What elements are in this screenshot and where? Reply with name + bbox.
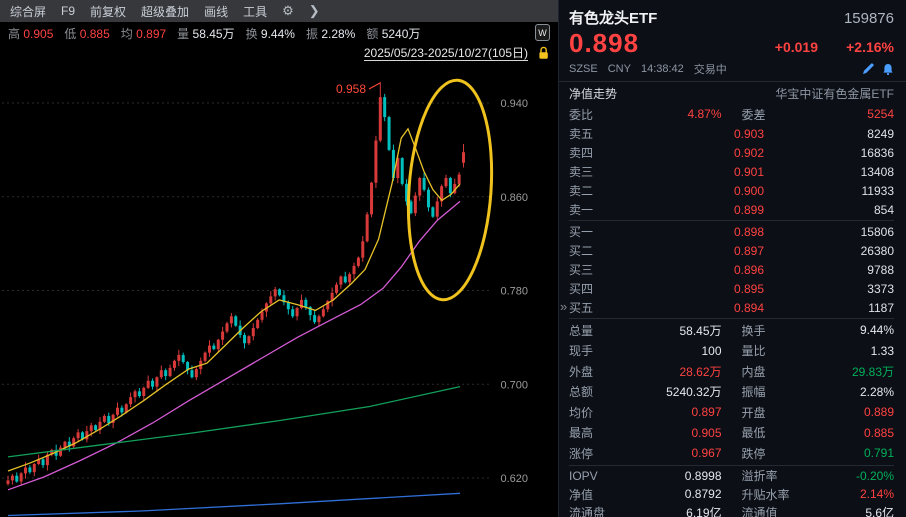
- quote-panel: » 有色龙头ETF 159876 0.898 +0.019 +2.16% SZS…: [558, 0, 906, 517]
- bid-row-4[interactable]: 买四 0.895 3373: [569, 281, 894, 297]
- stat-row-outer-inner: 外盘 28.62万 内盘 29.83万: [569, 364, 894, 379]
- orderbook-divider: [569, 220, 894, 221]
- fund-full-name: 华宝中证有色金属ETF: [775, 86, 894, 101]
- expand-more-icon[interactable]: ❯: [308, 3, 320, 18]
- stat-row-volume: 总量 58.45万 换手 9.44%: [569, 323, 894, 338]
- bid-row-2[interactable]: 买二 0.897 26380: [569, 243, 894, 259]
- high-label: 高: [8, 26, 21, 41]
- amount-label: 额: [366, 26, 379, 41]
- ask-row-2[interactable]: 卖二 0.900 11933: [569, 183, 894, 199]
- toolbar-item-super-overlay[interactable]: 超级叠加: [141, 4, 190, 19]
- volume-label: 量: [177, 26, 190, 41]
- stat-row-iopv: IOPV 0.8998 溢折率 -0.20%: [569, 468, 894, 484]
- ask-levels: 卖五 0.903 8249 卖四 0.902 16836 卖三 0.901 13408 卖二…: [559, 124, 906, 219]
- toolbar-item-composite[interactable]: 综合屏: [10, 4, 47, 19]
- candlesticks: [6, 81, 466, 486]
- trading-status: 交易中: [693, 63, 727, 76]
- amount-value: 5240万: [381, 26, 421, 41]
- weicha-label: 委差: [741, 107, 766, 122]
- ask-row-4[interactable]: 卖四 0.902 16836: [569, 145, 894, 161]
- amplitude-value: 2.28%: [321, 26, 356, 41]
- tab-nav-value-trend[interactable]: 净值走势: [569, 86, 618, 101]
- toolbar-item-draw-line[interactable]: 画线: [204, 4, 229, 19]
- edit-pencil-icon[interactable]: [862, 62, 874, 75]
- bid-row-5[interactable]: 买五 0.894 1187: [569, 300, 894, 316]
- exchange-label: SZSE: [569, 62, 598, 75]
- ask-row-3[interactable]: 卖三 0.901 13408: [569, 164, 894, 180]
- security-name: 有色龙头ETF: [569, 10, 658, 27]
- y-axis-label: 0.620: [500, 473, 528, 485]
- chart-section: 综合屏 F9 前复权 超级叠加 画线 工具 ⚙ ❯ 高 0.905 低 0.88…: [0, 0, 558, 517]
- grid-and-axis: 0.940 0.860 0.780 0.700 0.620: [2, 98, 528, 485]
- ma-fast-line: [7, 127, 461, 472]
- toolbar-item-f9[interactable]: F9: [61, 4, 76, 18]
- gear-icon[interactable]: ⚙: [282, 3, 294, 18]
- weibi-value: 4.87%: [687, 107, 722, 121]
- ask-row-1[interactable]: 卖一 0.899 854: [569, 202, 894, 218]
- amplitude-label: 振: [305, 26, 318, 41]
- chart-toolbar: 综合屏 F9 前复权 超级叠加 画线 工具 ⚙ ❯: [0, 0, 558, 22]
- bid-row-1[interactable]: 买一 0.898 15806: [569, 224, 894, 240]
- alarm-bell-icon[interactable]: [882, 63, 894, 75]
- ma-mid-line: [7, 200, 461, 491]
- date-range-row: 2025/05/23-2025/10/27(105日): [0, 44, 558, 62]
- stat-row-lot: 现手 100 量比 1.33: [569, 343, 894, 359]
- ma-slow-line: [7, 385, 461, 458]
- stat-row-float: 流通盘 6.19亿 流通值 5.6亿: [569, 506, 894, 517]
- y-axis-label: 0.860: [500, 192, 528, 204]
- price-stats-bar: 高 0.905 低 0.885 均 0.897 量 58.45万 换 9.44%…: [0, 22, 558, 44]
- fund-metrics: IOPV 0.8998 溢折率 -0.20% 净值 0.8792 升贴水率 2.14% …: [559, 467, 906, 517]
- ask-row-5[interactable]: 卖五 0.903 8249: [569, 126, 894, 142]
- y-axis-label: 0.780: [500, 286, 528, 298]
- bid-row-3[interactable]: 买三 0.896 9788: [569, 262, 894, 278]
- price-change-percent: +2.16%: [846, 39, 894, 55]
- weicha-value: 5254: [867, 107, 894, 121]
- highlight-ellipse: [406, 78, 494, 302]
- quote-time: 14:38:42: [640, 62, 684, 75]
- ma-slowest-line: [7, 492, 461, 517]
- weibi-label: 委比: [569, 107, 594, 122]
- last-price: 0.898: [569, 28, 640, 58]
- toolbar-item-tools[interactable]: 工具: [243, 4, 268, 19]
- stats-divider: [569, 318, 894, 319]
- lock-icon[interactable]: [538, 46, 549, 63]
- price-change: +0.019: [774, 39, 818, 55]
- avg-label: 均: [120, 26, 133, 41]
- turnover-value: 9.44%: [260, 26, 295, 41]
- kline-chart[interactable]: 0.940 0.860 0.780 0.700 0.620 0.958: [0, 62, 558, 517]
- security-code: 159876: [843, 10, 894, 27]
- y-axis-label: 0.700: [500, 379, 528, 391]
- wp-widget-icon[interactable]: W: [535, 24, 550, 41]
- toolbar-item-forward-adjust[interactable]: 前复权: [90, 4, 127, 19]
- turnover-label: 换: [245, 26, 258, 41]
- stats-grid: 总量 58.45万 换手 9.44% 现手 100 量比 1.33 外盘 28.62万 内…: [559, 320, 906, 464]
- stat-row-nav: 净值 0.8792 升贴水率 2.14%: [569, 487, 894, 502]
- extra-divider: [569, 464, 894, 466]
- low-label: 低: [64, 26, 77, 41]
- volume-value: 58.45万: [192, 26, 235, 41]
- avg-value: 0.897: [136, 26, 167, 41]
- high-value: 0.905: [23, 26, 54, 41]
- stat-row-high-low: 最高 0.905 最低 0.885: [569, 425, 894, 441]
- currency-label: CNY: [607, 62, 631, 75]
- peak-price-annotation: 0.958: [336, 82, 366, 96]
- low-value: 0.885: [79, 26, 110, 41]
- y-axis-label: 0.940: [500, 98, 528, 110]
- date-range-selector[interactable]: 2025/05/23-2025/10/27(105日): [363, 46, 528, 61]
- collapse-panel-icon[interactable]: »: [560, 299, 568, 314]
- bid-levels: 买一 0.898 15806 买二 0.897 26380 买三 0.896 9788 买四…: [559, 222, 906, 317]
- stat-row-limit: 涨停 0.967 跌停 0.791: [569, 446, 894, 461]
- stat-row-amount: 总额 5240.32万 振幅 2.28%: [569, 384, 894, 400]
- stat-row-avg-open: 均价 0.897 开盘 0.889: [569, 405, 894, 420]
